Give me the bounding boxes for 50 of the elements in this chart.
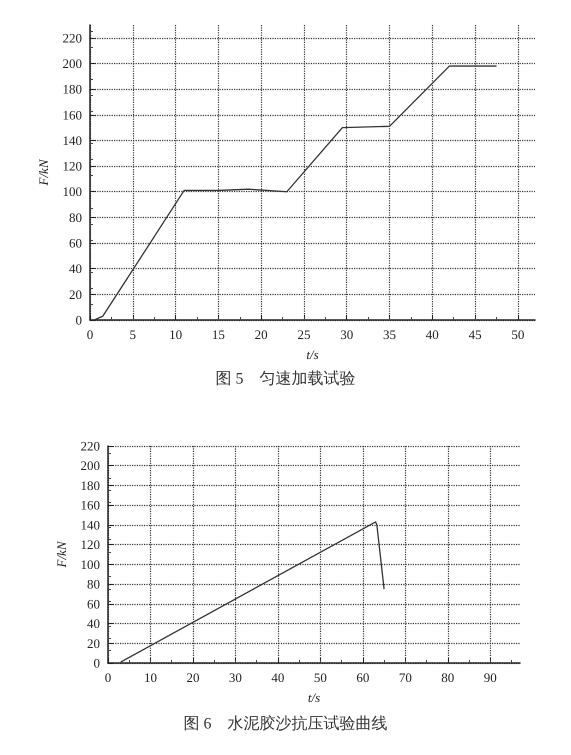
x-tick-label: 5 [130,327,136,342]
y-axis-title: F/kN [36,158,51,186]
y-tick-label: 140 [80,517,100,532]
y-tick-label: 160 [80,498,100,513]
x-tick-label: 50 [314,670,327,685]
x-tick-label: 25 [297,327,310,342]
y-tick-label: 40 [87,616,100,632]
y-tick-label: 0 [94,656,100,670]
y-tick-label: 200 [62,56,82,71]
y-tick-label: 80 [87,576,100,592]
x-axis-title: t/s [308,690,320,705]
x-tick-label: 45 [468,327,482,342]
x-tick-label: 30 [340,327,354,342]
y-tick-label: 220 [80,438,100,454]
y-tick-label: 0 [76,312,82,328]
text: 图 5 匀速加载试验 [216,370,356,388]
x-tick-label: 30 [228,670,242,685]
text: 图 6 水泥胶沙抗压试验曲线 [184,714,388,732]
y-tick-label: 80 [69,210,82,225]
x-tick-label: 0 [104,670,112,685]
x-tick-label: 40 [271,670,284,685]
x-tick-label: 20 [186,670,200,685]
x-tick-label: 35 [383,327,396,342]
x-tick-label: 50 [511,327,524,342]
y-tick-label: 160 [62,107,82,122]
y-tick-label: 120 [80,537,100,552]
y-tick-label: 180 [62,82,82,97]
y-axis-title: F/kN [54,540,69,568]
y-tick-label: 220 [62,30,82,46]
y-tick-label: 20 [69,286,82,302]
x-tick-label: 80 [441,670,454,685]
y-tick-label: 120 [62,158,82,174]
x-tick-label: 10 [144,670,157,685]
y-tick-label: 100 [80,556,100,572]
y-tick-label: 60 [69,236,82,251]
x-tick-label: 20 [254,327,268,342]
y-tick-label: 140 [62,132,82,148]
y-tick-label: 60 [87,596,100,612]
x-tick-label: 60 [356,670,370,685]
x-tick-label: 10 [169,327,182,342]
y-tick-label: 40 [69,261,82,276]
x-tick-label: 15 [212,327,225,342]
x-tick-label: 90 [484,670,497,685]
y-tick-label: 100 [62,184,82,200]
y-tick-label: 200 [80,458,100,474]
y-tick-label: 20 [87,636,100,651]
x-tick-label: 40 [426,327,439,342]
x-axis-title: t/s [306,347,319,362]
x-tick-label: 70 [398,670,412,685]
y-tick-label: 180 [80,478,100,493]
